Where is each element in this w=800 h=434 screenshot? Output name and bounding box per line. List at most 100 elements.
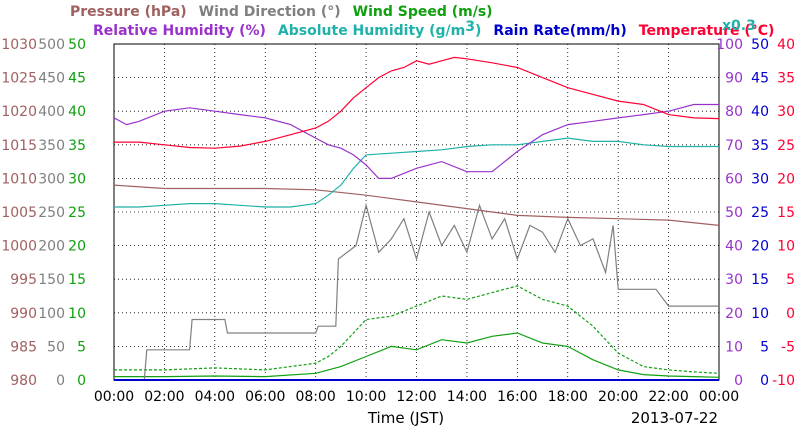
x-tick-label: 22:00 [648, 389, 688, 405]
wind_direction-tick-label: 500 [38, 37, 65, 53]
temperature-tick-label: 0 [786, 306, 795, 322]
humidity-tick-label: 90 [725, 71, 743, 87]
wind_direction-tick-label: 0 [56, 373, 65, 389]
temperature-tick-label: 30 [777, 104, 795, 120]
temperature-tick-label: 15 [777, 205, 795, 221]
wind_speed-tick-label: 0 [77, 373, 86, 389]
pressure-tick-label: 1015 [1, 138, 37, 154]
wind_speed-tick-label: 40 [68, 104, 86, 120]
x-tick-label: 08:00 [295, 389, 335, 405]
temperature-tick-label: 35 [777, 71, 795, 87]
wind_speed-tick-label: 5 [77, 339, 86, 355]
wind_speed-tick-label: 25 [68, 205, 86, 221]
wind_speed-tick-label: 50 [68, 37, 86, 53]
x-tick-label: 18:00 [548, 389, 588, 405]
wind_speed-tick-label: 30 [68, 171, 86, 187]
legend-pressure: Pressure (hPa) [70, 4, 187, 20]
rain-tick-label: 10 [751, 306, 769, 322]
x-tick-label: 04:00 [195, 389, 235, 405]
legend-abs_hum_a: Absolute Humidity (g/m [278, 23, 465, 39]
temperature-tick-label: 40 [777, 37, 795, 53]
temperature-tick-label: -10 [772, 373, 795, 389]
x-tick-label: 06:00 [245, 389, 285, 405]
series-pressure-line [113, 184, 720, 226]
pressure-tick-label: 1030 [1, 37, 37, 53]
temperature-tick-label: -5 [781, 339, 795, 355]
legend-humidity: Relative Humidity (%) [93, 23, 266, 39]
pressure-tick-label: 995 [10, 272, 37, 288]
wind_direction-tick-label: 50 [47, 339, 65, 355]
wind_speed-tick-label: 35 [68, 138, 86, 154]
rain-tick-label: 30 [751, 171, 769, 187]
series-temp-line [114, 56, 720, 149]
humidity-tick-label: 70 [725, 138, 743, 154]
pressure-tick-label: 1005 [1, 205, 37, 221]
pressure-tick-label: 1020 [1, 104, 37, 120]
chart-date: 2013-07-22 [631, 409, 718, 427]
rain-tick-label: 20 [751, 239, 769, 255]
wind_direction-tick-label: 400 [38, 104, 65, 120]
pressure-tick-label: 985 [10, 339, 37, 355]
wind_direction-tick-label: 250 [38, 205, 65, 221]
plot-area [113, 56, 720, 381]
wind_speed-tick-label: 10 [68, 306, 86, 322]
series-wind_dir-line [114, 202, 719, 381]
humidity-tick-label: 0 [734, 373, 743, 389]
legend: Pressure (hPa) Wind Direction (°) Wind Spe… [70, 4, 774, 39]
pressure-tick-label: 1025 [1, 71, 37, 87]
x-tick-label: 00:00 [94, 389, 134, 405]
humidity-tick-label: 20 [725, 306, 743, 322]
wind_direction-tick-label: 300 [38, 171, 65, 187]
series-wind_speed-line [114, 332, 720, 378]
wind_speed-tick-label: 45 [68, 71, 86, 87]
legend-abs_hum_sup: 3 [465, 19, 475, 35]
wind_speed-tick-label: 20 [68, 239, 86, 255]
rain-tick-label: 50 [751, 37, 769, 53]
rain-tick-label: 5 [760, 339, 769, 355]
legend-rain: Rain Rate(mm/h) [493, 23, 626, 39]
x-tick-label: 20:00 [598, 389, 638, 405]
axes: 9809859909951000100510101015102010251030… [1, 37, 795, 427]
rain-tick-label: 45 [751, 71, 769, 87]
legend-abs_hum_b: ) [475, 23, 481, 39]
humidity-tick-label: 60 [725, 171, 743, 187]
temperature-tick-label: 25 [777, 138, 795, 154]
humidity-tick-label: 50 [725, 205, 743, 221]
rain-tick-label: 40 [751, 104, 769, 120]
pressure-tick-label: 1010 [1, 171, 37, 187]
temperature-tick-label: 20 [777, 171, 795, 187]
legend-temp: Temperature (°C) [639, 23, 775, 39]
wind_direction-tick-label: 350 [38, 138, 65, 154]
x-tick-label: 10:00 [346, 389, 386, 405]
x-tick-label: 02:00 [144, 389, 184, 405]
series-humidity-line [113, 103, 719, 179]
x-tick-label: 12:00 [396, 389, 436, 405]
humidity-tick-label: 40 [725, 239, 743, 255]
rain-tick-label: 25 [751, 205, 769, 221]
legend-wind_dir: Wind Direction (°) [199, 4, 341, 20]
wind_direction-tick-label: 150 [38, 272, 65, 288]
pressure-tick-label: 980 [10, 373, 37, 389]
x-tick-label: 14:00 [447, 389, 487, 405]
series-abs_hum-line [114, 137, 719, 208]
wind_direction-tick-label: 450 [38, 71, 65, 87]
pressure-tick-label: 990 [10, 306, 37, 322]
legend-wind_speed: Wind Speed (m/s) [353, 4, 493, 20]
humidity-tick-label: 80 [725, 104, 743, 120]
humidity-tick-label: 100 [716, 37, 743, 53]
wind_direction-tick-label: 200 [38, 239, 65, 255]
rain-tick-label: 35 [751, 138, 769, 154]
grid [113, 43, 720, 381]
series-wind_gust-line [114, 285, 720, 374]
wind_speed-tick-label: 15 [68, 272, 86, 288]
temperature-tick-label: 5 [786, 272, 795, 288]
rain-tick-label: 0 [760, 373, 769, 389]
wind_direction-tick-label: 100 [38, 306, 65, 322]
temperature-tick-label: 10 [777, 239, 795, 255]
rain-tick-label: 15 [751, 272, 769, 288]
humidity-tick-label: 30 [725, 272, 743, 288]
legend-abs-scale: x0.3 [722, 18, 756, 34]
humidity-tick-label: 10 [725, 339, 743, 355]
x-tick-label: 00:00 [699, 389, 739, 405]
